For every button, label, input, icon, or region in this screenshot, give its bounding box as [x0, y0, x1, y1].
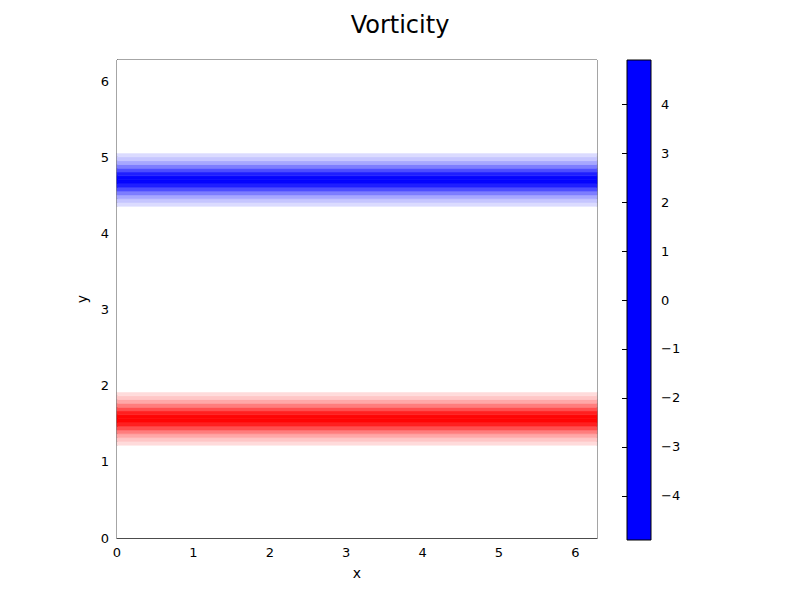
svg-text:x: x — [353, 565, 361, 581]
svg-text:5: 5 — [101, 150, 109, 165]
svg-text:3: 3 — [101, 302, 109, 317]
svg-text:3: 3 — [661, 146, 669, 161]
svg-text:6: 6 — [101, 74, 109, 89]
svg-text:4: 4 — [661, 97, 669, 112]
svg-text:−2: −2 — [661, 390, 680, 405]
svg-text:Vorticity: Vorticity — [351, 11, 450, 39]
svg-text:1: 1 — [189, 545, 197, 560]
svg-text:y: y — [74, 295, 90, 303]
svg-text:2: 2 — [661, 195, 669, 210]
svg-text:0: 0 — [661, 293, 669, 308]
svg-text:0: 0 — [101, 531, 109, 546]
svg-text:−3: −3 — [661, 439, 680, 454]
svg-text:6: 6 — [571, 545, 579, 560]
svg-text:−1: −1 — [661, 341, 680, 356]
svg-text:2: 2 — [101, 378, 109, 393]
svg-text:−4: −4 — [661, 488, 680, 503]
svg-text:4: 4 — [101, 226, 109, 241]
svg-text:5: 5 — [495, 545, 503, 560]
svg-text:4: 4 — [418, 545, 426, 560]
svg-text:0: 0 — [113, 545, 121, 560]
svg-text:3: 3 — [342, 545, 350, 560]
svg-text:1: 1 — [101, 454, 109, 469]
svg-text:1: 1 — [661, 244, 669, 259]
svg-text:2: 2 — [266, 545, 274, 560]
